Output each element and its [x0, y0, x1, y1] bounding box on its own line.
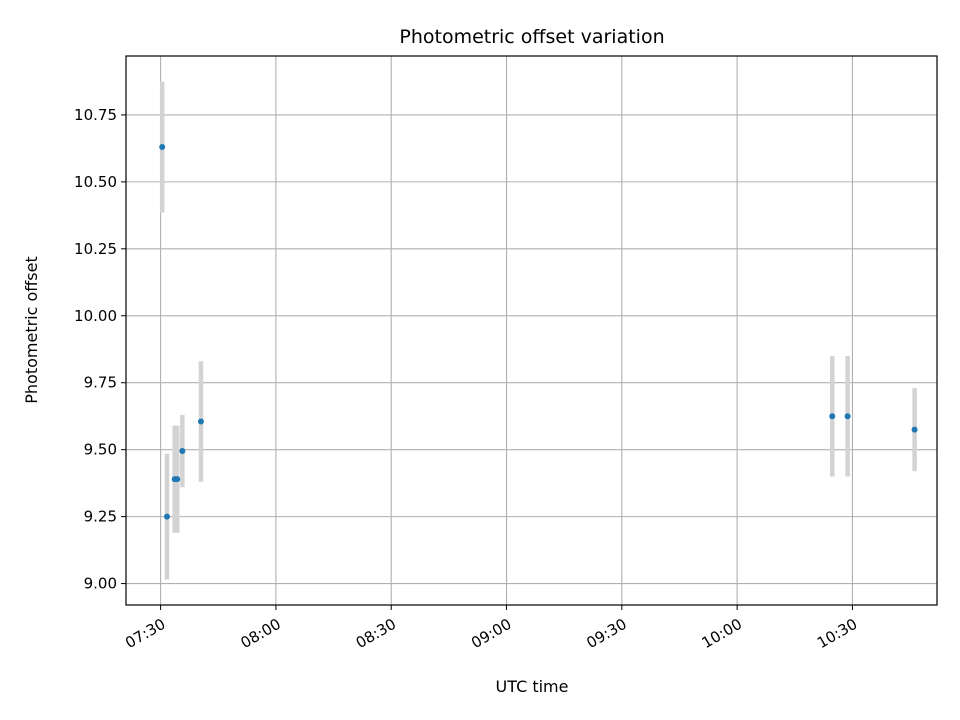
data-point [829, 413, 836, 420]
x-axis-ticks: 07:30 08:00 08:30 09:00 09:30 10:00 10:30 [122, 605, 860, 652]
x-tick-label: 09:00 [468, 615, 514, 652]
y-tick-label: 10.50 [74, 173, 117, 191]
chart-title: Photometric offset variation [399, 26, 664, 48]
grid [126, 56, 937, 605]
data-point [911, 426, 918, 433]
data-point [197, 418, 204, 425]
data-points [159, 144, 918, 520]
x-tick-label: 08:30 [353, 615, 399, 652]
plot-area-frame [125, 55, 938, 606]
x-tick-label: 09:30 [583, 615, 629, 652]
data-point [159, 144, 166, 151]
y-tick-label: 9.00 [84, 575, 117, 593]
x-tick-label: 10:30 [814, 615, 860, 652]
x-tick-label: 08:00 [237, 615, 283, 652]
y-tick-label: 9.25 [84, 508, 117, 526]
y-tick-label: 10.75 [74, 106, 117, 124]
x-tick-label: 07:30 [122, 615, 168, 652]
error-bars [159, 81, 917, 580]
y-tick-label: 9.50 [84, 441, 117, 459]
x-axis-label: UTC time [496, 677, 569, 696]
y-tick-label: 9.75 [84, 374, 117, 392]
data-point [844, 413, 851, 420]
y-tick-label: 10.00 [74, 307, 117, 325]
data-point [174, 476, 181, 483]
y-axis-label: Photometric offset [22, 256, 41, 404]
data-point [179, 448, 186, 455]
y-axis-ticks: 9.00 9.25 9.50 9.75 10.00 10.25 10.50 10.75 [74, 106, 126, 593]
y-tick-label: 10.25 [74, 240, 117, 258]
data-point [163, 513, 170, 520]
x-tick-label: 10:00 [699, 615, 745, 652]
